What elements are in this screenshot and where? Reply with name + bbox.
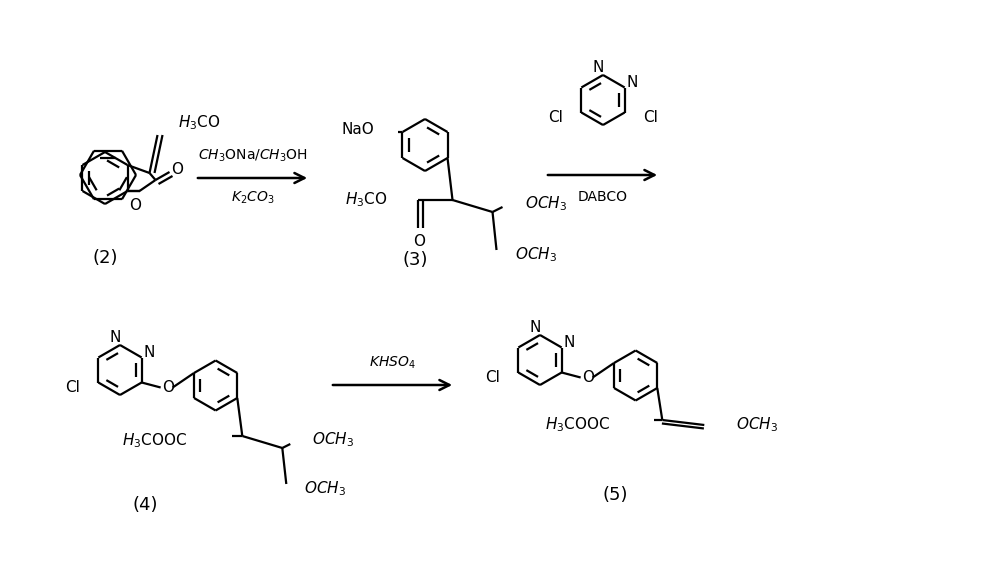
- Text: $H_3$COOC: $H_3$COOC: [122, 432, 187, 450]
- Text: $H_3$CO: $H_3$CO: [345, 191, 388, 209]
- Text: (4): (4): [133, 497, 158, 514]
- Text: $OCH_3$: $OCH_3$: [525, 195, 567, 213]
- Text: N: N: [627, 75, 638, 90]
- Text: $OCH_3$: $OCH_3$: [736, 416, 778, 434]
- Text: Cl: Cl: [643, 110, 658, 125]
- Text: O: O: [172, 162, 184, 177]
- Text: DABCO: DABCO: [578, 190, 628, 204]
- Text: $KHSO_4$: $KHSO_4$: [369, 355, 416, 371]
- Text: Cl: Cl: [65, 380, 80, 395]
- Text: (2): (2): [92, 249, 118, 267]
- Text: Cl: Cl: [485, 370, 500, 385]
- Text: O: O: [582, 370, 594, 385]
- Text: $K_2CO_3$: $K_2CO_3$: [231, 190, 274, 206]
- Text: $CH_3$ONa/$CH_3$OH: $CH_3$ONa/$CH_3$OH: [198, 148, 307, 164]
- Text: $OCH_3$: $OCH_3$: [304, 480, 346, 498]
- Text: N: N: [564, 335, 575, 350]
- Text: $OCH_3$: $OCH_3$: [312, 431, 354, 449]
- Text: (3): (3): [402, 251, 428, 269]
- Text: O: O: [130, 198, 142, 213]
- Text: O: O: [414, 235, 426, 250]
- Text: (5): (5): [603, 487, 628, 505]
- Text: N: N: [592, 60, 604, 75]
- Text: $H_3$COOC: $H_3$COOC: [545, 416, 610, 434]
- Text: Cl: Cl: [548, 110, 563, 125]
- Text: $H_3$CO: $H_3$CO: [178, 114, 220, 132]
- Text: NaO: NaO: [342, 123, 374, 138]
- Text: N: N: [109, 329, 121, 344]
- Text: N: N: [144, 345, 155, 360]
- Text: O: O: [162, 380, 174, 395]
- Text: N: N: [529, 320, 541, 335]
- Text: $OCH_3$: $OCH_3$: [515, 246, 557, 264]
